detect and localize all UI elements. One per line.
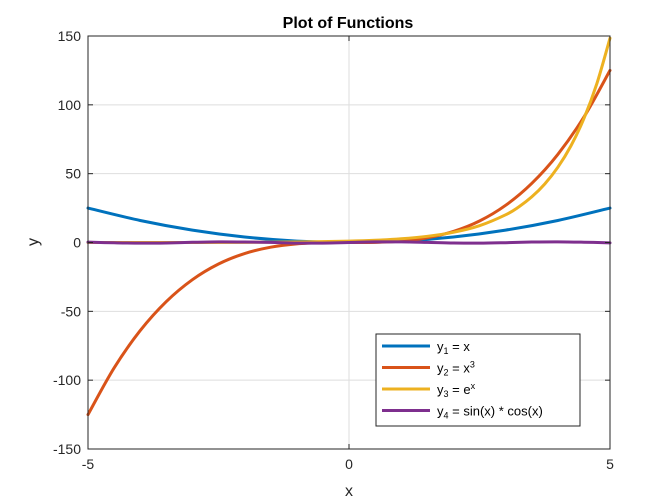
legend-label-3: y3 = ex xyxy=(437,381,476,399)
y-axis-label: y xyxy=(25,238,42,246)
x-axis-label: x xyxy=(345,483,353,500)
x-tick-label: -5 xyxy=(82,456,95,472)
legend: y1 = x y2 = x3 y3 = ex y4 = sin(x) * cos(x) xyxy=(376,334,580,426)
y-tick-label: 50 xyxy=(65,166,81,182)
y-tick-label: -150 xyxy=(53,441,81,457)
y-tick-label: 0 xyxy=(73,235,81,251)
series-line-4 xyxy=(88,242,610,243)
x-tick-label: 0 xyxy=(345,456,353,472)
y-tick-label: 150 xyxy=(58,28,82,44)
legend-label-2: y2 = x3 xyxy=(437,360,475,378)
legend-label-1: y1 = x xyxy=(437,339,470,356)
chart-title: Plot of Functions xyxy=(283,15,414,32)
x-tick-label: 5 xyxy=(606,456,614,472)
legend-label-4: y4 = sin(x) * cos(x) xyxy=(437,404,543,421)
y-tick-label: -100 xyxy=(53,372,81,388)
y-tick-label: -50 xyxy=(61,303,81,319)
y-tick-label: 100 xyxy=(58,97,82,113)
